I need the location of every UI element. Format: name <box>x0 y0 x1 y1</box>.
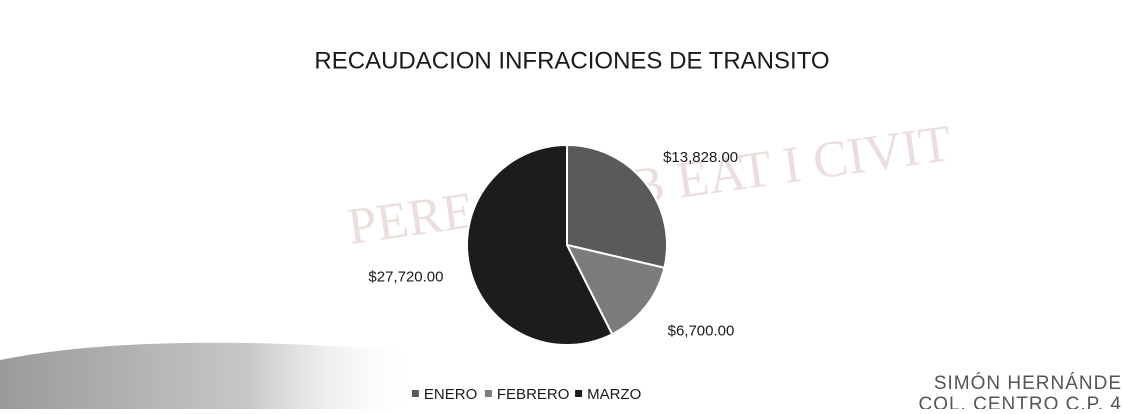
pie-slice <box>466 143 614 346</box>
legend-swatch <box>484 390 492 397</box>
data-label: $6,700.00 <box>668 322 735 339</box>
legend-swatch <box>575 390 583 397</box>
footer-line: COL. CENTRO C.P. 4 <box>919 394 1122 409</box>
chart-title: RECAUDACION INFRACIONES DE TRANSITO <box>314 47 829 74</box>
decorative-swoosh <box>0 342 420 409</box>
data-label: $27,720.00 <box>368 268 443 285</box>
legend-label: FEBRERO <box>497 386 570 403</box>
legend-label: MARZO <box>587 386 641 403</box>
legend-swatch <box>411 390 419 397</box>
footer-line: SIMÓN HERNÁNDE <box>934 372 1122 394</box>
data-label: $13,828.00 <box>663 149 738 166</box>
pie-slice <box>565 243 666 336</box>
legend-label: ENERO <box>424 386 477 403</box>
pie-slice <box>566 143 668 269</box>
